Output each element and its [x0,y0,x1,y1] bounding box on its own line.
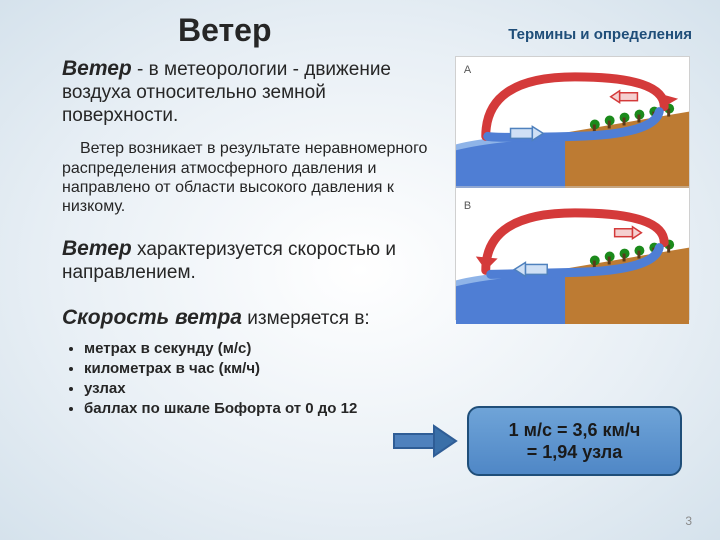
conversion-callout: 1 м/с = 3,6 км/ч = 1,94 узла [467,406,682,476]
page-number: 3 [685,514,692,528]
panel-a: A [456,57,689,188]
section-subtitle: Термины и определения [508,26,692,43]
speed-lead: Скорость ветра [62,306,242,329]
page-title: Ветер [178,12,272,49]
panel-b: B [456,193,689,324]
cause-paragraph: Ветер возникает в результате неравномерн… [62,139,432,216]
arrow-icon [392,424,458,458]
list-item: километрах в час (км/ч) [84,359,432,379]
breeze-figure: A B [455,56,690,320]
panel-label: A [464,64,472,76]
callout-line1: 1 м/с = 3,6 км/ч [469,419,680,442]
list-item: баллах по шкале Бофорта от 0 до 12 [84,399,432,419]
callout-line2: = 1,94 узла [469,441,680,464]
list-item: узлах [84,379,432,399]
definition-lead: Ветер [62,57,132,80]
speed-paragraph: Скорость ветра измеряется в: [62,305,432,331]
body-column: Ветер - в метеорологии - движение воздух… [62,56,432,420]
speed-text: измеряется в: [242,308,370,329]
characteristics-lead: Ветер [62,237,132,260]
list-item: метрах в секунду (м/с) [84,339,432,359]
definition-paragraph: Ветер - в метеорологии - движение воздух… [62,56,432,127]
characteristics-paragraph: Ветер характеризуется скоростью и направ… [62,236,432,285]
cause-text: Ветер возникает в результате неравномерн… [62,140,427,215]
panel-label: B [464,200,471,212]
units-list: метрах в секунду (м/с) километрах в час … [62,339,432,420]
